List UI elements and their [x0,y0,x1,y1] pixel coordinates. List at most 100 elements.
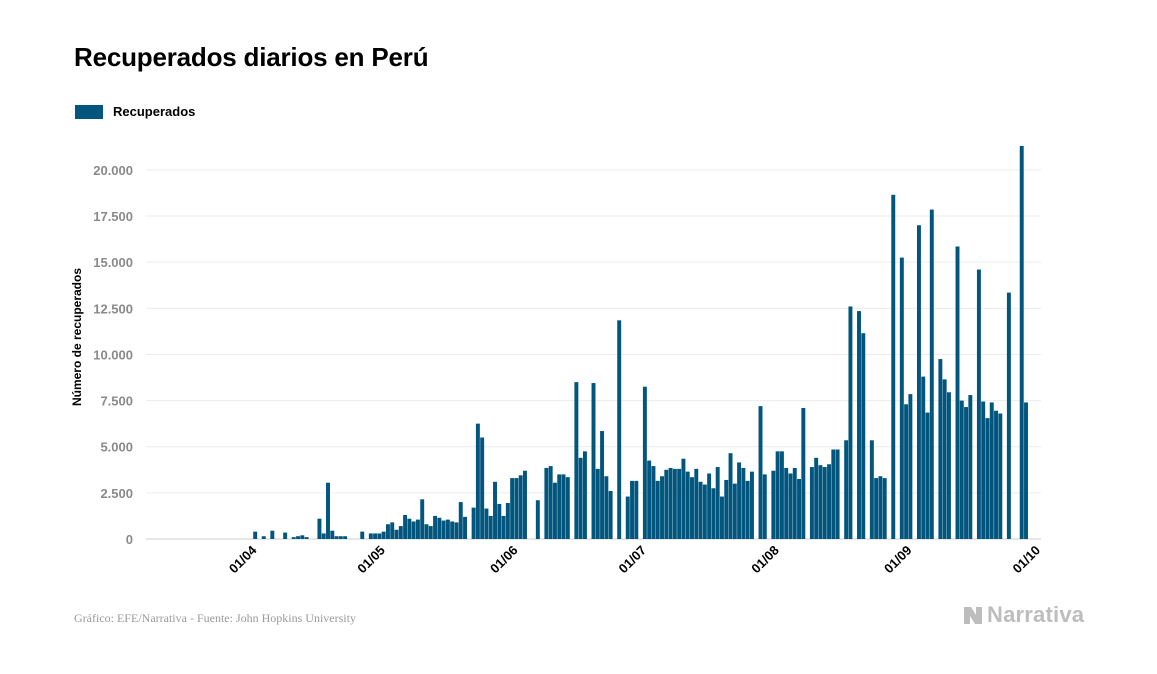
bar [424,524,429,539]
bar [574,382,579,539]
bar [326,482,330,539]
bar [625,496,630,539]
bar [891,194,896,539]
bar [874,478,879,539]
bar [788,473,793,539]
bar [775,451,780,539]
bar [291,537,296,539]
bar [608,491,613,539]
bar [835,449,840,539]
bar [762,474,767,539]
bar [330,530,335,539]
legend-label: Recuperados [113,104,196,119]
bar [745,480,750,539]
bar [304,537,309,539]
bar [411,521,416,539]
bar [655,480,660,539]
bar [630,480,635,539]
bar [428,526,433,539]
bar [463,516,467,539]
bar [694,468,699,539]
bar [552,482,557,539]
bar [749,471,754,539]
bar [801,407,806,539]
bar [475,423,480,539]
bar [441,520,446,539]
bar [690,477,694,539]
bar [916,225,921,539]
x-tick-label: 01/04 [226,542,260,576]
bar [968,395,973,539]
bar [403,515,408,539]
bar [450,521,455,539]
bar [771,470,776,539]
bar [544,467,549,539]
x-tick-label: 01/10 [1010,543,1044,577]
bar [976,269,981,539]
bar [741,467,746,539]
bar [814,457,819,539]
bar [437,517,442,539]
bar [377,533,382,539]
bar [994,410,999,539]
bar [651,466,656,539]
bar [989,402,994,539]
bar [672,468,677,539]
bar [861,333,866,539]
y-axis-ticks: 0 2.500 5.000 7.500 10.000 12.500 15.000 17.500… [93,163,133,547]
bar [899,257,904,539]
bar [1006,292,1011,539]
bar [1024,402,1028,539]
bar [557,474,562,539]
bar [844,440,849,539]
bar [797,479,802,539]
bar [698,481,703,539]
x-axis-ticks: 01/04 01/05 01/06 01/07 01/08 01/09 01/10 [226,542,1043,576]
bar [261,536,266,539]
bar [737,462,742,539]
bar [488,515,493,539]
y-tick-label: 17.500 [93,209,133,224]
bar [647,460,652,539]
bar [591,383,596,539]
bar [660,476,664,539]
bar [818,465,823,539]
bar [604,476,609,539]
bar [296,536,300,539]
y-tick-label: 0 [126,532,133,547]
bar [634,480,639,539]
bar [998,413,1003,539]
bar [732,483,737,539]
bar [857,311,861,539]
bar [882,478,887,539]
bar [809,467,814,539]
bar [822,467,827,539]
bar [518,475,523,539]
bar [578,457,583,539]
bar [493,481,497,539]
bar [407,518,412,539]
bar [728,453,733,539]
bar [368,533,373,539]
y-tick-label: 15.000 [93,255,133,270]
bar [548,466,553,539]
y-axis-label: Número de recuperados [70,268,84,406]
bar [642,386,647,539]
bar [445,519,450,539]
bar [664,469,669,539]
bar [827,464,831,539]
legend-swatch [75,104,103,119]
bar [484,508,489,539]
x-tick-label: 01/06 [487,543,521,577]
y-tick-label: 12.500 [93,301,133,316]
bar [946,392,951,539]
x-tick-label: 01/08 [748,543,782,577]
bar [904,404,909,539]
bar [420,499,425,539]
bar [831,449,836,539]
bar [390,522,395,539]
bar [343,536,348,539]
bar [921,376,926,539]
bar [373,533,378,539]
